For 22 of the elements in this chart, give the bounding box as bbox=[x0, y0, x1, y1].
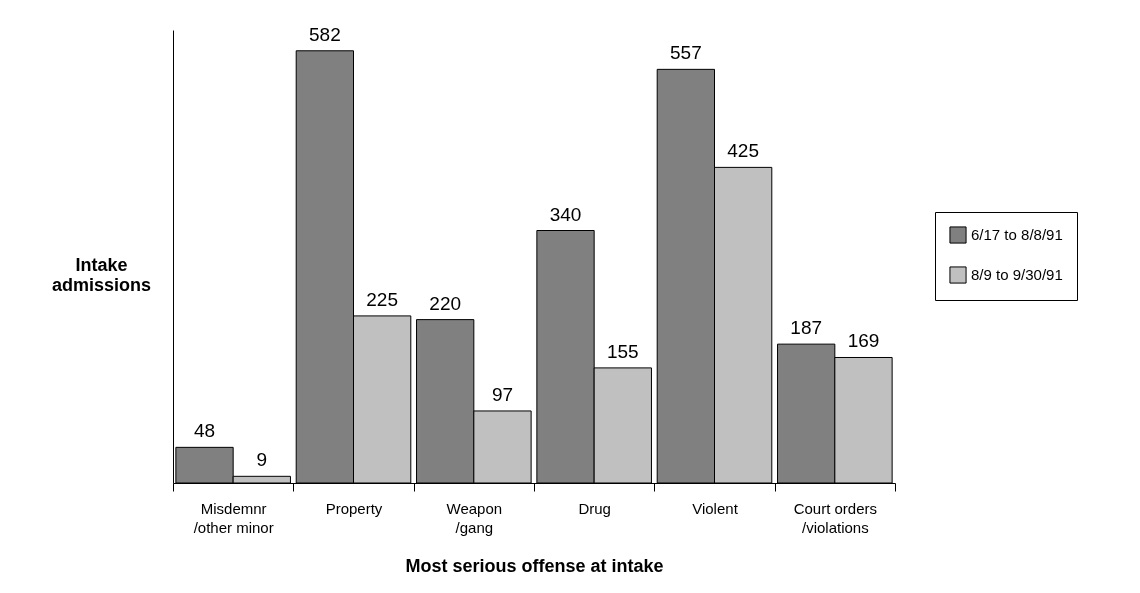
x-tick-label: Drug bbox=[578, 499, 611, 517]
data-label: 97 bbox=[491, 383, 514, 405]
x-tick-label: Property bbox=[325, 499, 383, 517]
data-label: 9 bbox=[256, 449, 268, 471]
x-tick-label: Court orders /violations bbox=[793, 499, 878, 536]
data-label: 187 bbox=[790, 317, 823, 339]
y-axis-title: Intake admissions bbox=[51, 254, 152, 295]
data-label: 425 bbox=[727, 140, 759, 162]
x-axis-title: Most serious offense at intake bbox=[405, 555, 664, 576]
data-label: 225 bbox=[366, 288, 398, 310]
legend-label: 8/9 to 9/30/91 bbox=[971, 266, 1063, 283]
x-tick-label: Weapon /gang bbox=[446, 499, 503, 536]
data-label: 340 bbox=[549, 203, 582, 225]
data-label: 155 bbox=[606, 340, 639, 362]
x-tick-label: Misdemnr /other minor bbox=[193, 499, 274, 536]
x-tick-label: Violent bbox=[692, 499, 739, 517]
data-label: 582 bbox=[309, 23, 341, 45]
data-label: 169 bbox=[847, 330, 880, 352]
data-label: 220 bbox=[429, 292, 462, 314]
legend-label: 6/17 to 8/8/91 bbox=[971, 226, 1063, 243]
data-label: 557 bbox=[670, 42, 702, 64]
data-label: 48 bbox=[193, 420, 216, 442]
